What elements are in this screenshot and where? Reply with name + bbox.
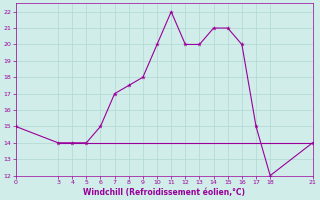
X-axis label: Windchill (Refroidissement éolien,°C): Windchill (Refroidissement éolien,°C) — [83, 188, 245, 197]
